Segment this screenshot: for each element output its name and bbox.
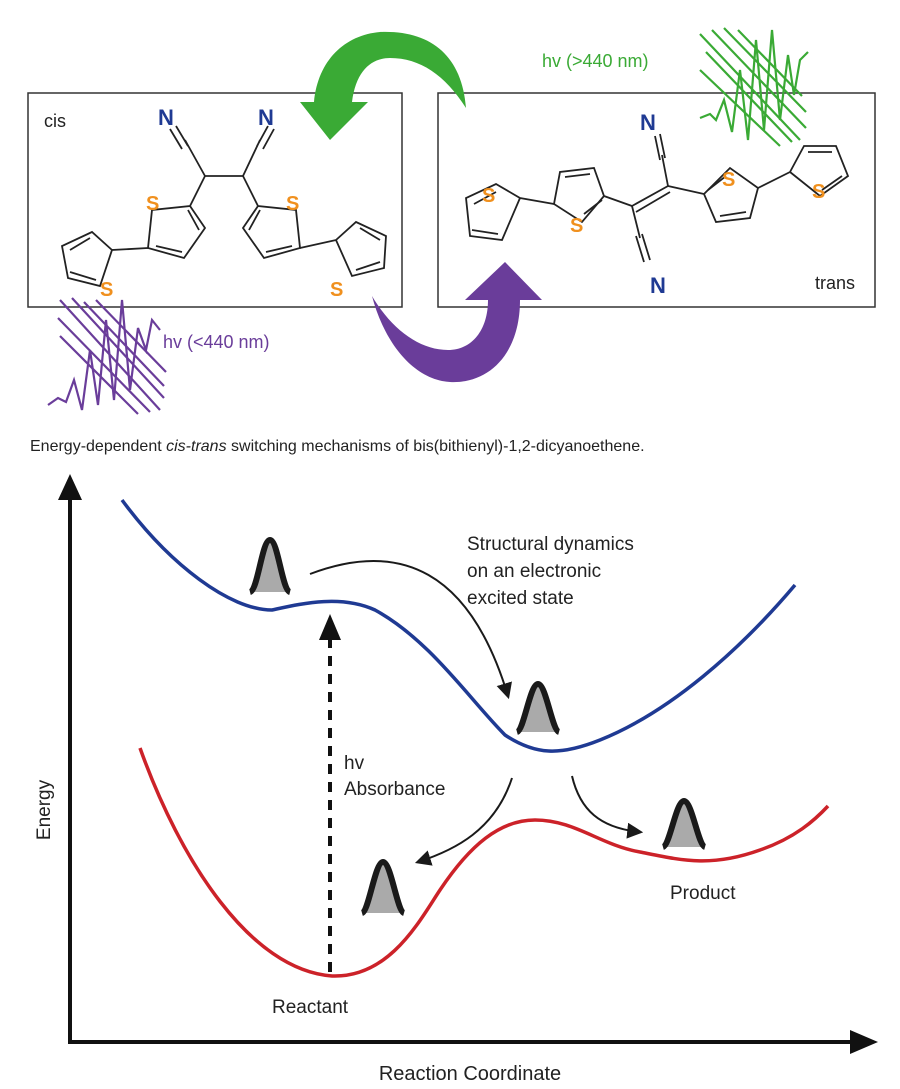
absorbance-arrowhead [319, 614, 341, 640]
green-curved-arrow [300, 31, 466, 140]
caption-suffix: switching mechanisms of bis(bithienyl)-1… [227, 438, 645, 455]
cis-sulfur-4: S [330, 279, 343, 301]
cis-nitrogen-left: N [158, 105, 174, 130]
cis-box [27, 92, 403, 308]
wavepacket-reactant-excited [247, 536, 293, 595]
y-axis-arrowhead [58, 474, 82, 500]
cis-sulfur-1: S [146, 193, 159, 215]
cis-molecule [60, 125, 387, 288]
trans-nitrogen-top: N [640, 110, 656, 135]
reactant-label: Reactant [272, 997, 349, 1018]
molecular-switch-diagram: cis trans hv (>440 nm) hv (<440 nm) [27, 27, 876, 415]
trans-atom-labels: N N S S S S [482, 110, 825, 298]
trans-sulfur-3: S [722, 169, 735, 191]
excited-note-line-1: Structural dynamics [467, 534, 634, 555]
wavepacket-excited-minimum [514, 680, 562, 735]
cis-sulfur-2: S [100, 279, 113, 301]
cis-sulfur-3: S [286, 193, 299, 215]
cis-nitrogen-right: N [258, 105, 274, 130]
purple-light-wave-icon [47, 297, 167, 415]
absorbance-word: Absorbance [344, 779, 445, 800]
trans-sulfur-2: S [570, 215, 583, 237]
ground-state-curve [138, 747, 830, 978]
y-axis-label: Energy [34, 779, 55, 840]
energy-diagram: Energy Reaction Coordinate [34, 474, 878, 1085]
caption-italic: cis-trans [166, 438, 226, 455]
trans-molecule [465, 133, 850, 263]
wavepacket-ground-left [359, 858, 407, 916]
trans-sulfur-4: S [812, 181, 825, 203]
wavepacket-product [660, 797, 708, 850]
trans-sulfur-1: S [482, 185, 495, 207]
decay-to-reactant-arrow [414, 777, 513, 866]
excited-note-line-2: on an electronic [467, 561, 601, 582]
cis-atom-labels: N N S S S S [100, 105, 343, 301]
cis-label: cis [44, 111, 66, 131]
green-light-label: hv (>440 nm) [542, 51, 649, 71]
x-axis-arrowhead [850, 1030, 878, 1054]
x-axis-label: Reaction Coordinate [379, 1063, 561, 1085]
relaxation-arrow [309, 560, 512, 700]
trans-nitrogen-bottom: N [650, 273, 666, 298]
trans-box [437, 92, 876, 308]
caption-prefix: Energy-dependent [30, 438, 166, 455]
excited-state-note: Structural dynamics on an electronic exc… [467, 534, 639, 609]
excited-state-curve [120, 498, 797, 753]
purple-curved-arrow [372, 262, 542, 383]
product-label: Product [670, 883, 736, 904]
decay-to-product-arrow [571, 775, 644, 839]
purple-light-label: hv (<440 nm) [163, 332, 270, 352]
excited-note-line-3: excited state [467, 588, 574, 609]
trans-label: trans [815, 273, 855, 293]
absorbance-hv: hv [344, 753, 365, 774]
absorbance-label: hv Absorbance [344, 753, 445, 800]
green-light-wave-icon [699, 27, 809, 147]
figure-caption: Energy-dependent cis-trans switching mec… [30, 438, 645, 455]
